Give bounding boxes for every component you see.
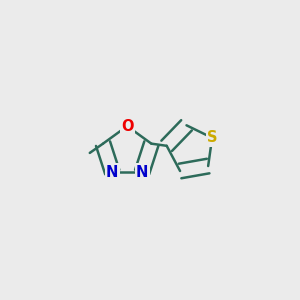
- Text: S: S: [207, 130, 217, 145]
- Text: O: O: [121, 118, 134, 134]
- Text: N: N: [106, 165, 118, 180]
- Text: N: N: [136, 165, 148, 180]
